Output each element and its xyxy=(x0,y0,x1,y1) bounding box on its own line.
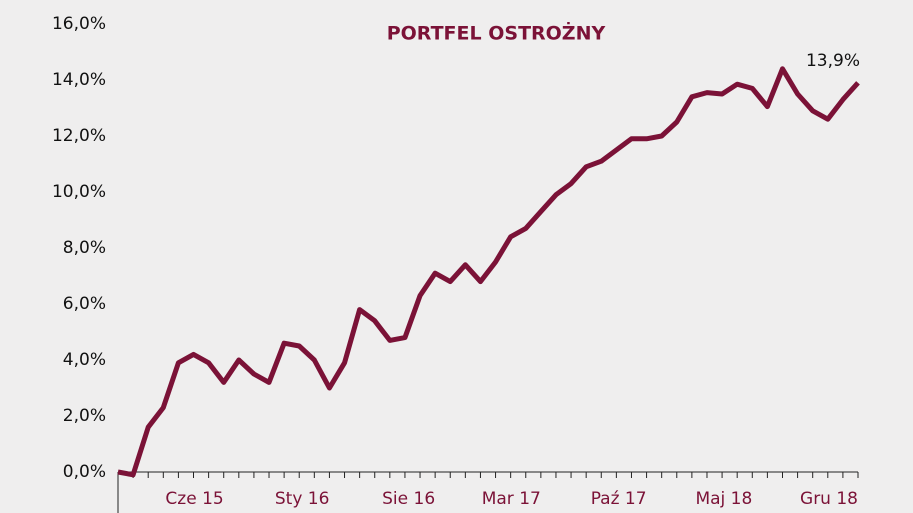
chart-title: PORTFEL OSTROŻNY xyxy=(387,21,606,45)
y-tick-label: 0,0% xyxy=(63,462,106,482)
page: PORTFEL OSTROŻNY 0,0% 2,0% 4,0% 6,0% 8,0% 10,… xyxy=(0,0,913,513)
x-tick-label: Paź 17 xyxy=(591,489,647,509)
x-tick-label: Mar 17 xyxy=(482,489,541,509)
x-tick-label: Maj 18 xyxy=(695,489,752,509)
data-label: 13,9% xyxy=(806,51,860,71)
y-tick-label: 14,0% xyxy=(52,70,106,90)
x-tick-label: Sie 16 xyxy=(382,489,435,509)
y-tick-label: 4,0% xyxy=(63,350,106,370)
chart: PORTFEL OSTROŻNY 0,0% 2,0% 4,0% 6,0% 8,0% 10,… xyxy=(0,0,913,513)
x-tick-label: Cze 15 xyxy=(165,489,223,509)
y-tick-label: 6,0% xyxy=(63,294,106,314)
y-tick-label: 12,0% xyxy=(52,126,106,146)
x-tick-label: Gru 18 xyxy=(800,489,858,509)
y-tick-label: 8,0% xyxy=(63,238,106,258)
background xyxy=(0,0,913,513)
y-tick-label: 2,0% xyxy=(63,406,106,426)
x-tick-label: Sty 16 xyxy=(275,489,330,509)
y-tick-label: 10,0% xyxy=(52,182,106,202)
y-tick-label: 16,0% xyxy=(52,14,106,34)
